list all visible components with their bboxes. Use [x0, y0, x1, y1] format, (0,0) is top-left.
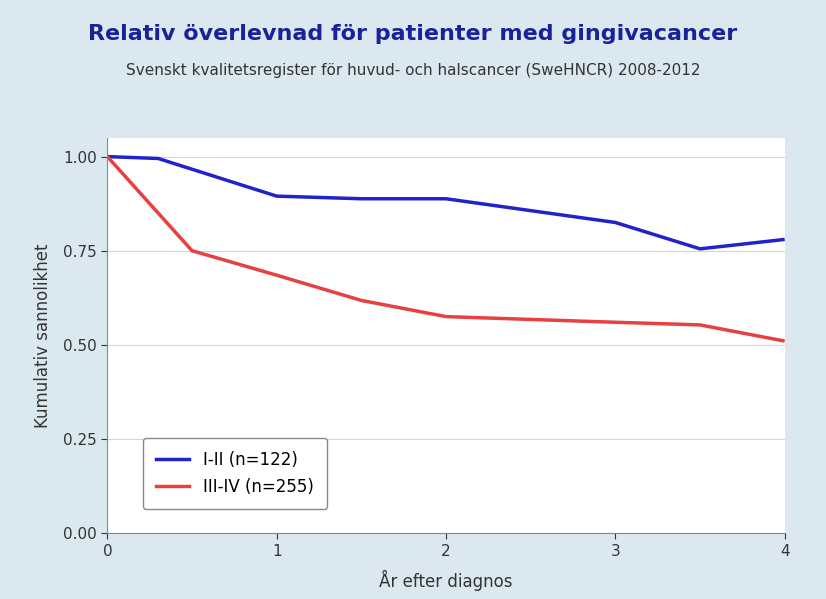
I-II (n=122) — [102, 153, 112, 160]
III-IV (n=255) — [272, 271, 282, 279]
III-IV (n=255) — [357, 297, 367, 304]
I-II (n=122) — [154, 155, 164, 162]
I-II (n=122) — [272, 192, 282, 199]
Line: I-II (n=122): I-II (n=122) — [107, 156, 785, 249]
III-IV (n=255) — [102, 153, 112, 160]
I-II (n=122) — [441, 195, 451, 202]
Line: III-IV (n=255): III-IV (n=255) — [107, 156, 785, 341]
I-II (n=122) — [357, 195, 367, 202]
I-II (n=122) — [695, 245, 705, 252]
III-IV (n=255) — [695, 321, 705, 328]
Y-axis label: Kumulativ sannolikhet: Kumulativ sannolikhet — [34, 243, 52, 428]
X-axis label: År efter diagnos: År efter diagnos — [379, 570, 513, 591]
III-IV (n=255) — [188, 247, 197, 255]
III-IV (n=255) — [610, 319, 620, 326]
Text: Svenskt kvalitetsregister för huvud- och halscancer (SweHNCR) 2008-2012: Svenskt kvalitetsregister för huvud- och… — [126, 63, 700, 78]
Text: Relativ överlevnad för patienter med gingivacancer: Relativ överlevnad för patienter med gin… — [88, 24, 738, 44]
III-IV (n=255) — [441, 313, 451, 320]
I-II (n=122) — [780, 236, 790, 243]
I-II (n=122) — [610, 219, 620, 226]
III-IV (n=255) — [780, 337, 790, 344]
Legend: I-II (n=122), III-IV (n=255): I-II (n=122), III-IV (n=255) — [143, 438, 327, 509]
